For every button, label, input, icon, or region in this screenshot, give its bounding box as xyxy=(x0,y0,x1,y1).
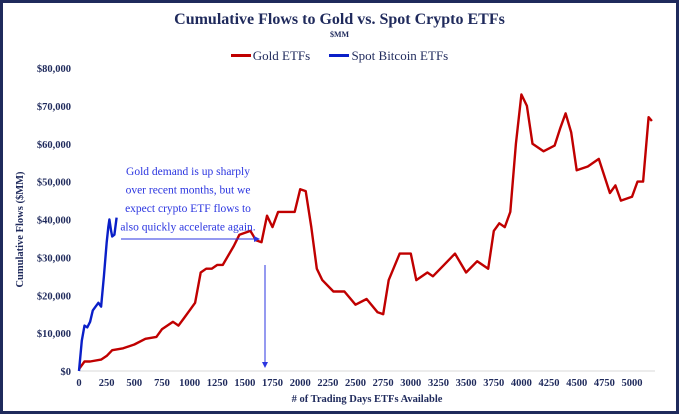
legend-swatch xyxy=(230,54,251,57)
chart-subtitle: $MM xyxy=(329,30,350,39)
x-tick-label: 1250 xyxy=(207,378,228,389)
legend-label: Gold ETFs xyxy=(252,47,311,63)
x-tick-label: 2250 xyxy=(317,378,338,389)
x-tick-label: 4000 xyxy=(511,378,532,389)
x-tick-label: 1750 xyxy=(262,378,283,389)
y-tick-label: $80,000 xyxy=(37,64,71,75)
y-tick-label: $0 xyxy=(61,367,72,378)
chart-title: Cumulative Flows to Gold vs. Spot Crypto… xyxy=(174,11,505,28)
x-tick-label: 3250 xyxy=(428,378,449,389)
y-tick-label: $50,000 xyxy=(37,178,71,189)
legend: Gold ETFs Spot Bitcoin ETFs xyxy=(3,45,676,64)
x-tick-label: 1500 xyxy=(234,378,255,389)
series-line-bitcoin xyxy=(77,217,118,372)
y-axis-label: Cumulative Flows ($MM) xyxy=(15,171,26,288)
x-tick-label: 4750 xyxy=(594,378,615,389)
x-tick-label: 2500 xyxy=(345,378,366,389)
legend-label: Spot Bitcoin ETFs xyxy=(351,47,449,63)
x-tick-label: 2000 xyxy=(290,378,311,389)
series-line-gold xyxy=(78,93,653,370)
x-tick-label: 1000 xyxy=(179,378,200,389)
x-tick-label: 2750 xyxy=(373,378,394,389)
x-tick-label: 4500 xyxy=(566,378,587,389)
y-tick-label: $70,000 xyxy=(37,102,71,113)
annotation-text: over recent months, but we xyxy=(126,185,251,197)
annotation-text: also quickly accelerate again. xyxy=(120,222,255,234)
x-tick-label: 500 xyxy=(126,378,142,389)
plot-area: $0 $10,000 $20,000 $30,000 $40,000 $50,000 $60… xyxy=(15,64,655,405)
y-tick-label: $20,000 xyxy=(37,291,71,302)
annotation-text: expect crypto ETF flows to xyxy=(125,203,251,215)
x-tick-label: 4250 xyxy=(539,378,560,389)
x-tick-label: 3500 xyxy=(456,378,477,389)
legend-swatch xyxy=(329,54,350,57)
y-tick-label: $40,000 xyxy=(37,216,71,227)
x-tick-label: 3000 xyxy=(400,378,421,389)
y-tick-label: $30,000 xyxy=(37,253,71,264)
x-tick-label: 750 xyxy=(154,378,170,389)
y-tick-label: $60,000 xyxy=(37,140,71,151)
annotation-text: Gold demand is up sharply xyxy=(126,166,250,178)
y-tick-label: $10,000 xyxy=(37,329,71,340)
legend-item-gold: Gold ETFs xyxy=(230,47,311,64)
x-tick-label: 3750 xyxy=(483,378,504,389)
x-axis-label: # of Trading Days ETFs Available xyxy=(292,394,443,405)
x-tick-label: 250 xyxy=(99,378,115,389)
x-tick-label: 0 xyxy=(76,378,81,389)
legend-item-bitcoin: Spot Bitcoin ETFs xyxy=(329,48,448,64)
x-tick-label: 5000 xyxy=(622,378,643,389)
